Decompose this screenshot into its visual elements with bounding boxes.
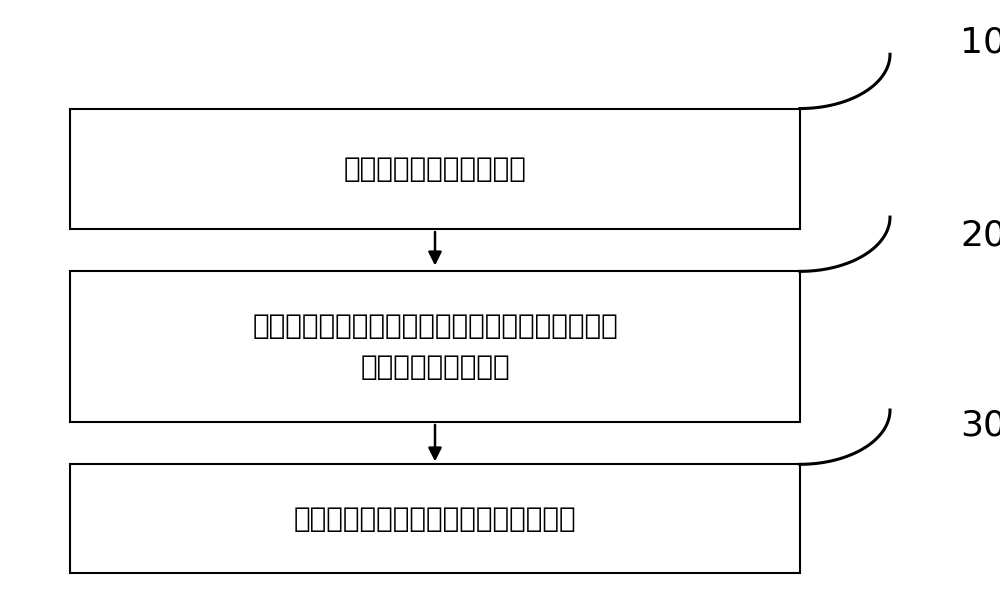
FancyBboxPatch shape xyxy=(70,109,800,229)
Text: 根据所述时间切片数据体预测陡坡扇体: 根据所述时间切片数据体预测陡坡扇体 xyxy=(294,505,576,532)
FancyBboxPatch shape xyxy=(70,464,800,573)
Text: 200: 200 xyxy=(960,218,1000,252)
Text: 沿预设断面在所述地震数据进行时间切片操作，以
生成时间切片数据体: 沿预设断面在所述地震数据进行时间切片操作，以 生成时间切片数据体 xyxy=(252,312,618,381)
Text: 100: 100 xyxy=(960,25,1000,59)
Text: 获取目标工区的地震数据: 获取目标工区的地震数据 xyxy=(344,155,526,183)
FancyBboxPatch shape xyxy=(70,271,800,422)
Text: 300: 300 xyxy=(960,408,1000,442)
